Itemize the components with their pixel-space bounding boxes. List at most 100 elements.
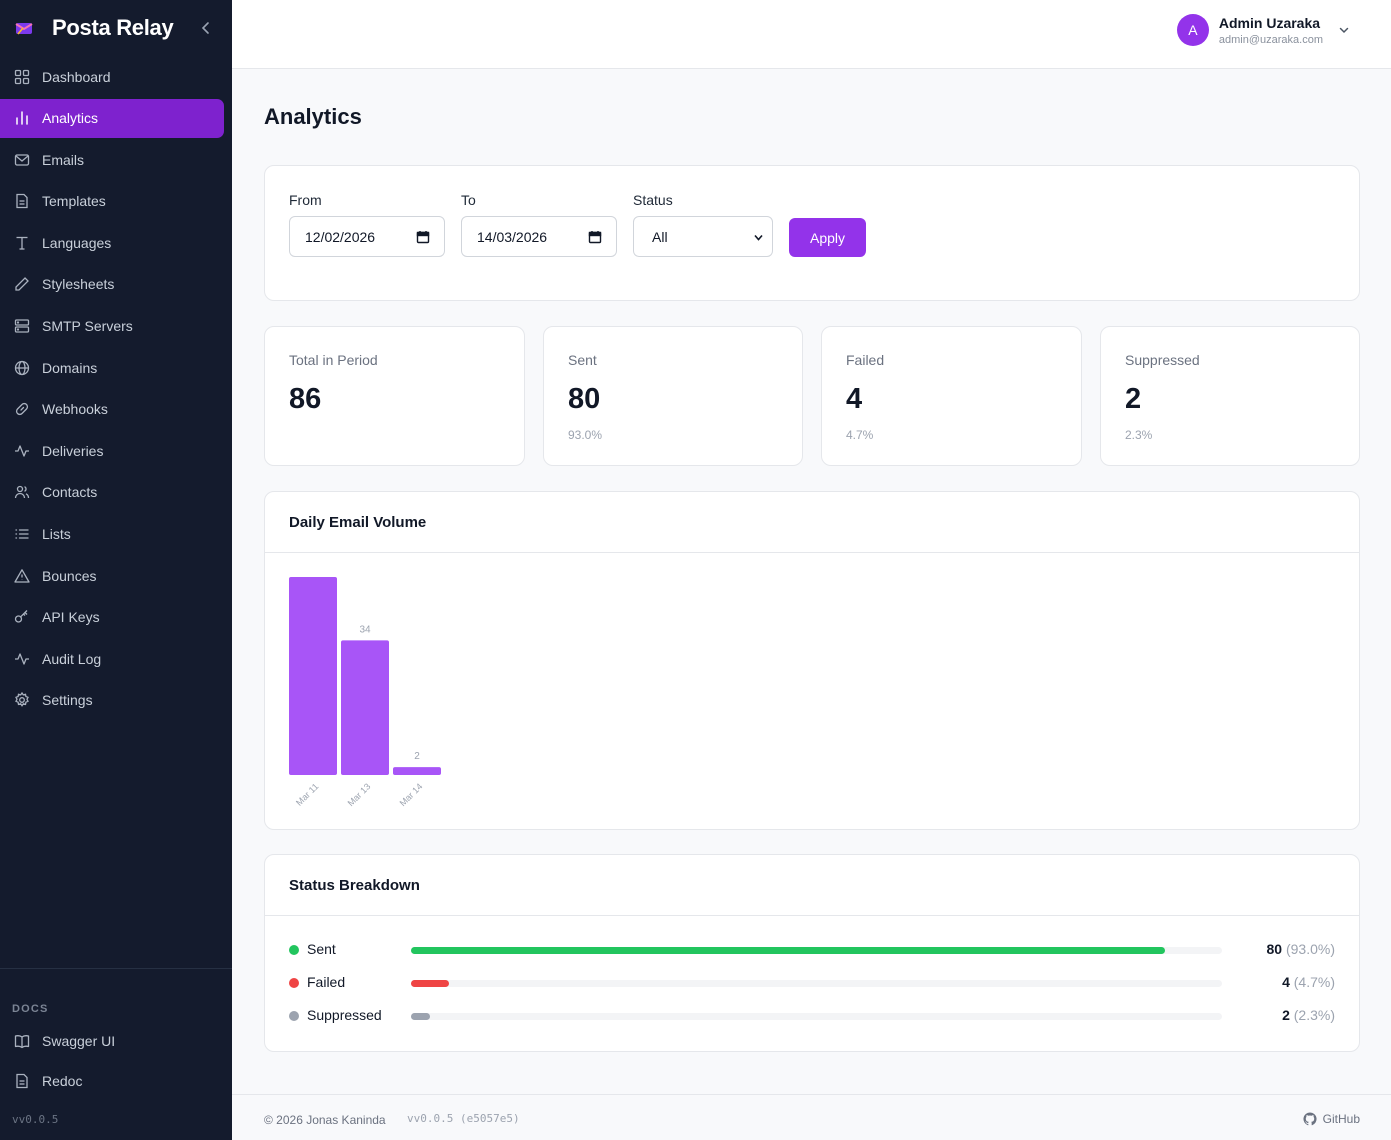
filters-card: From 12/02/2026 To 14/03/2026 Status All… [264, 165, 1360, 301]
file-text-icon [16, 1073, 28, 1089]
status-name: Sent [307, 941, 336, 957]
sidebar-item-label: Redoc [42, 1073, 83, 1089]
calendar-icon[interactable] [588, 230, 602, 244]
status-breakdown-title: Status Breakdown [265, 855, 1359, 916]
sidebar-item-label: Webhooks [42, 401, 108, 418]
sidebar-item-bounces[interactable]: Bounces [0, 556, 224, 595]
from-date-input[interactable]: 12/02/2026 [289, 216, 445, 257]
volume-bar [393, 767, 441, 775]
activity-icon [15, 653, 29, 665]
user-menu[interactable]: A Admin Uzaraka admin@uzaraka.com [1176, 14, 1351, 46]
stat-card-total: Total in Period 86 [264, 326, 525, 466]
sidebar-item-label: API Keys [42, 609, 100, 626]
sidebar-item-redoc[interactable]: Redoc [0, 1062, 224, 1100]
sidebar-item-label: Settings [42, 692, 93, 709]
to-date-value: 14/03/2026 [477, 228, 548, 245]
bar-value-label: 34 [359, 624, 371, 635]
type-icon [16, 236, 28, 250]
sidebar-item-analytics[interactable]: Analytics [0, 98, 224, 138]
sidebar-item-settings[interactable]: Settings [0, 681, 224, 720]
sidebar-item-api-keys[interactable]: API Keys [0, 598, 224, 637]
status-dot [289, 978, 299, 988]
stat-percent: 2.3% [1125, 428, 1153, 442]
sidebar-item-smtp-servers[interactable]: SMTP Servers [0, 307, 224, 346]
grid-icon [14, 69, 30, 84]
status-label: Status [633, 192, 673, 208]
to-date-input[interactable]: 14/03/2026 [461, 216, 617, 257]
stat-percent: 93.0% [568, 428, 603, 442]
key-icon [14, 610, 28, 623]
bar-chart-icon [16, 111, 28, 125]
user-name: Admin Uzaraka [1218, 14, 1321, 31]
app-version: vv0.0.5 [12, 1113, 59, 1126]
github-link-label: GitHub [1322, 1112, 1360, 1126]
file-text-icon [16, 194, 28, 209]
x-tick-label: Mar 14 [398, 781, 425, 808]
sidebar-item-label: Audit Log [42, 650, 102, 667]
sidebar-item-contacts[interactable]: Contacts [0, 473, 224, 512]
status-select[interactable]: All [633, 216, 773, 257]
stat-label: Suppressed [1125, 352, 1200, 368]
sidebar-item-lists[interactable]: Lists [0, 515, 224, 554]
footer-version: vv0.0.5 (e5057e5) [407, 1112, 520, 1125]
sidebar-item-domains[interactable]: Domains [0, 348, 224, 387]
sidebar-item-label: Analytics [42, 110, 99, 127]
daily-volume-chart: Mar 11 34 Mar 13 2 Mar 14 [289, 577, 441, 808]
stat-card-sent: Sent 80 93.0% [543, 326, 803, 466]
sidebar: Posta Relay Dashboard Analytics Emails T… [0, 0, 232, 1140]
github-link[interactable]: GitHub [1303, 1112, 1360, 1126]
sidebar-item-templates[interactable]: Templates [0, 182, 224, 221]
link-icon [15, 403, 29, 416]
status-count: 80 (93.0%) [1267, 941, 1336, 957]
status-bar-track [411, 1013, 1222, 1020]
sidebar-divider [0, 968, 232, 969]
status-row-failed: Failed 4 (4.7%) [289, 973, 1335, 993]
status-percent: (4.7%) [1293, 974, 1335, 990]
volume-bar [289, 577, 337, 775]
sidebar-item-audit-log[interactable]: Audit Log [0, 639, 224, 678]
collapse-sidebar-icon[interactable] [196, 18, 216, 38]
sidebar-item-label: Domains [42, 359, 98, 376]
sidebar-item-label: Stylesheets [42, 276, 115, 293]
sidebar-item-label: Languages [42, 234, 112, 251]
sidebar-nav: Dashboard Analytics Emails Templates Lan… [0, 57, 232, 723]
status-count: 2 (2.3%) [1282, 1007, 1335, 1023]
mail-icon [14, 154, 30, 166]
activity-icon [15, 445, 29, 457]
x-tick-label: Mar 11 [294, 781, 320, 807]
sidebar-item-label: Lists [42, 526, 71, 543]
daily-volume-title: Daily Email Volume [265, 492, 1359, 553]
status-select-value: All [652, 228, 668, 245]
stat-value: 4 [846, 383, 863, 415]
sidebar-item-deliveries[interactable]: Deliveries [0, 431, 224, 470]
sidebar-item-label: Bounces [42, 567, 97, 584]
status-name: Suppressed [307, 1007, 382, 1023]
sidebar-item-label: SMTP Servers [42, 318, 133, 335]
sidebar-item-label: Contacts [42, 484, 98, 501]
github-icon [1303, 1112, 1317, 1126]
stat-label: Failed [846, 352, 885, 368]
stat-value: 86 [289, 383, 322, 415]
sidebar-item-webhooks[interactable]: Webhooks [0, 390, 224, 429]
book-open-icon [14, 1035, 30, 1049]
gear-icon [15, 692, 29, 708]
brand-name: Posta Relay [52, 15, 174, 40]
sidebar-item-swagger-ui[interactable]: Swagger UI [0, 1022, 224, 1060]
status-count-value: 2 [1282, 1007, 1290, 1023]
calendar-icon[interactable] [416, 230, 430, 244]
sidebar-item-emails[interactable]: Emails [0, 140, 224, 179]
stat-percent: 4.7% [846, 428, 874, 442]
apply-button[interactable]: Apply [789, 218, 866, 257]
docs-nav: Swagger UI Redoc [0, 1022, 232, 1102]
topbar: A Admin Uzaraka admin@uzaraka.com [232, 0, 1391, 69]
stat-value: 2 [1125, 383, 1142, 415]
sidebar-item-stylesheets[interactable]: Stylesheets [0, 265, 224, 304]
status-bar-track [411, 947, 1222, 954]
user-info: Admin Uzaraka admin@uzaraka.com [1219, 15, 1323, 46]
sidebar-item-label: Swagger UI [42, 1033, 116, 1049]
sidebar-item-dashboard[interactable]: Dashboard [0, 57, 224, 96]
brand[interactable]: Posta Relay [14, 12, 174, 44]
status-percent: (93.0%) [1285, 941, 1335, 957]
sidebar-item-languages[interactable]: Languages [0, 223, 224, 262]
avatar: A [1176, 14, 1209, 46]
